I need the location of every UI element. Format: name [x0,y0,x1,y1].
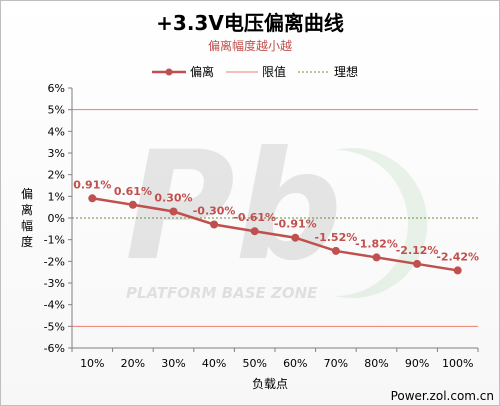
x-tick-label: 80% [364,357,388,370]
data-point [372,253,381,262]
data-point [453,266,462,275]
chart-title: +3.3V电压偏离曲线 [156,11,344,35]
x-tick-label: 60% [283,357,307,370]
y-tick-label: 0% [48,212,65,225]
data-label: 0.30% [154,192,192,205]
y-axis-title-char: 幅 [21,218,33,233]
y-tick-label: -1% [44,234,65,247]
data-point [331,246,340,255]
data-point [413,259,422,268]
y-tick-label: 5% [48,104,65,117]
x-tick-label: 40% [202,357,226,370]
credit: Power.zol.com.cn [391,389,494,403]
y-axis-title-char: 偏 [21,186,33,201]
x-tick-label: 100% [442,357,473,370]
data-point [169,207,178,216]
plot-area: 6% 5% 4% 3% 2% 1% 0% -1% -2% -3% -4% -5% -6% 10% 20% 30… [44,82,479,370]
x-tick-label: 20% [121,357,145,370]
y-tick-label: -5% [44,320,65,333]
y-tick-label: 3% [48,147,65,160]
data-label: -0.91% [274,218,317,231]
watermark-text: PLATFORM BASE ZONE [126,284,318,302]
y-tick-label: -4% [44,299,65,312]
y-axis-title: 偏离幅度 [21,186,33,249]
data-label: 0.91% [73,178,111,191]
y-tick-label: -3% [44,277,65,290]
data-label: -2.42% [436,250,479,263]
x-tick-label: 50% [242,357,266,370]
data-point [128,200,137,209]
y-axis-title-char: 离 [21,202,33,217]
y-tick-label: -2% [44,255,65,268]
x-tick-label: 10% [80,357,104,370]
chart-subtitle: 偏离幅度越小越 [208,38,292,53]
y-tick-label: 4% [48,125,65,138]
series-line-deviation [92,197,458,272]
y-tick-label: -6% [44,342,65,355]
data-label: -1.52% [315,231,358,244]
y-tick-label: 1% [48,190,65,203]
x-tick-label: 90% [405,357,429,370]
legend-label-deviation: 偏离 [190,64,214,79]
data-point [210,220,219,229]
legend-marker-deviation [165,68,173,76]
watermark-logo: Pb [125,120,342,294]
data-point [250,227,259,236]
x-axis-title: 负载点 [252,377,288,391]
watermark-swoosh [335,148,428,298]
watermark: Pb PLATFORM BASE ZONE [125,120,428,302]
y-tick-label: 6% [48,82,65,95]
data-label: -2.12% [396,244,439,257]
legend-label-ideal: 理想 [334,64,358,79]
x-tick-label: 30% [161,357,185,370]
data-point [291,233,300,242]
data-label: -1.82% [355,237,398,250]
x-tick-label: 70% [324,357,348,370]
data-point [88,194,97,203]
data-label: 0.61% [114,185,152,198]
y-axis-title-char: 度 [21,234,33,249]
legend-label-limit: 限值 [262,64,286,79]
data-label: -0.30% [193,205,236,218]
y-tick-label: 2% [48,169,65,182]
legend: 偏离 限值 理想 [152,64,358,79]
data-label: -0.61% [233,211,276,224]
